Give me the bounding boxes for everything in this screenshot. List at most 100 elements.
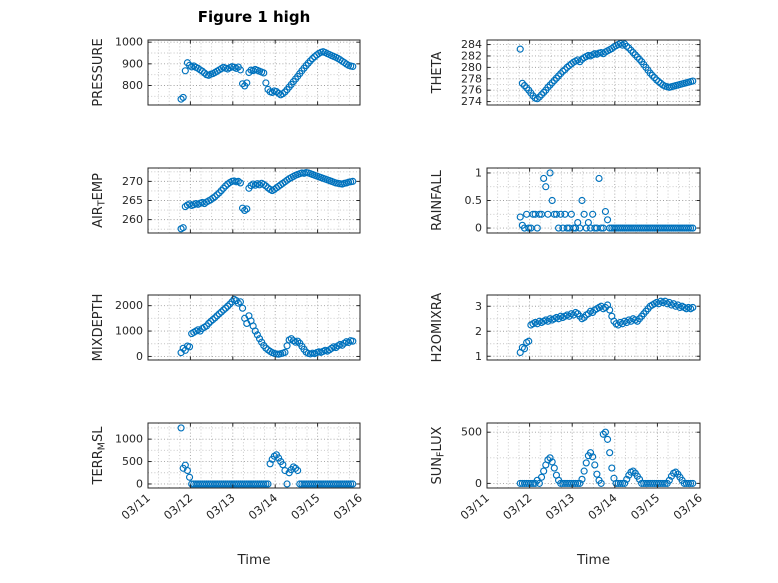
scatter-marker xyxy=(185,473,194,481)
data-points xyxy=(516,428,697,487)
scatter-marker xyxy=(535,479,543,487)
scatter-marker xyxy=(603,435,612,443)
tick-marks xyxy=(147,295,361,360)
y-tick-label: 265 xyxy=(122,194,143,207)
tick-marks xyxy=(486,295,701,360)
axes-box xyxy=(147,39,361,106)
scatter-marker xyxy=(308,55,317,63)
scatter-marker xyxy=(275,454,283,462)
scatter-marker xyxy=(238,204,247,212)
grid-lines xyxy=(487,40,700,105)
data-points xyxy=(516,169,697,232)
scatter-marker xyxy=(279,90,287,98)
scatter-marker xyxy=(222,304,230,312)
axes-box xyxy=(147,422,361,489)
scatter-marker xyxy=(576,479,584,487)
subplot-pressure: 800 900 1000 PRESSURE xyxy=(91,36,361,107)
subplot-sun_flux: 0 500 03/11 03/12 03/13 03/14 03/15 03/16 SUNFLU… xyxy=(430,422,705,523)
scatter-marker xyxy=(198,67,206,75)
y-tick-label: 260 xyxy=(122,213,143,226)
scatter-marker xyxy=(207,317,215,325)
scatter-marker xyxy=(580,467,588,475)
scatter-marker xyxy=(629,467,637,475)
x-axis-title-right: Time xyxy=(576,552,611,568)
scatter-marker xyxy=(219,306,228,314)
scatter-marker xyxy=(291,464,300,472)
y-axis-label: MIXDEPTH xyxy=(91,294,106,362)
scatter-marker xyxy=(689,303,697,312)
y-tick-label: 2 xyxy=(475,325,482,338)
scatter-marker xyxy=(520,345,529,353)
scatter-marker xyxy=(687,224,695,232)
grid-lines xyxy=(487,168,700,233)
scatter-marker xyxy=(578,196,586,205)
tick-marks xyxy=(486,40,701,105)
scatter-marker xyxy=(580,210,588,218)
scatter-marker xyxy=(621,40,629,48)
scatter-marker xyxy=(689,224,697,232)
tick-marks xyxy=(147,40,361,105)
scatter-marker xyxy=(672,468,680,476)
scatter-marker xyxy=(535,210,543,218)
scatter-marker xyxy=(262,182,270,190)
tick-marks xyxy=(486,168,701,233)
data-points xyxy=(177,424,357,488)
scatter-marker xyxy=(260,69,268,77)
scatter-marker xyxy=(582,459,590,467)
grid-lines xyxy=(148,423,360,488)
figure-title: Figure 1 high xyxy=(197,8,311,26)
axes-box xyxy=(486,294,701,361)
scatter-marker xyxy=(255,335,264,343)
scatter-marker xyxy=(554,72,563,80)
scatter-marker xyxy=(211,193,219,201)
axes-box xyxy=(147,294,361,361)
x-axis-title-left: Time xyxy=(237,552,271,568)
y-tick-label: 270 xyxy=(122,175,143,188)
scatter-marker xyxy=(578,475,586,483)
scatter-marker xyxy=(525,224,533,232)
scatter-marker xyxy=(648,71,656,79)
y-axis-label: PRESSURE xyxy=(91,38,106,106)
scatter-marker xyxy=(537,473,546,481)
data-points xyxy=(516,39,697,103)
scatter-marker xyxy=(262,79,270,87)
scatter-marker xyxy=(623,475,631,483)
scatter-marker xyxy=(665,476,673,484)
scatter-marker xyxy=(533,224,541,232)
y-tick-label: 0 xyxy=(136,350,143,363)
scatter-marker xyxy=(597,224,605,232)
scatter-marker xyxy=(540,88,548,97)
x-tick-label: 03/16 xyxy=(331,491,365,523)
scatter-marker xyxy=(552,210,561,218)
scatter-marker xyxy=(548,196,556,205)
scatter-marker xyxy=(518,79,526,87)
scatter-marker xyxy=(527,479,535,487)
scatter-marker xyxy=(251,327,259,335)
x-tick-label: 03/11 xyxy=(458,491,492,523)
scatter-marker xyxy=(215,310,223,318)
y-tick-label: 3 xyxy=(475,300,482,313)
y-tick-label: 800 xyxy=(122,79,143,92)
scatter-marker xyxy=(213,191,221,199)
x-tick-label: 03/15 xyxy=(288,491,322,523)
scatter-marker xyxy=(533,95,541,103)
y-tick-label: 1 xyxy=(475,350,482,363)
scatter-marker xyxy=(591,461,599,469)
scatter-marker xyxy=(586,449,595,457)
scatter-marker xyxy=(177,95,185,103)
y-tick-label: 1 xyxy=(475,166,482,179)
scatter-marker xyxy=(567,210,575,218)
scatter-marker xyxy=(516,45,524,53)
scatter-marker xyxy=(557,70,565,78)
scatter-marker xyxy=(601,207,610,216)
scatter-marker xyxy=(633,53,641,61)
y-axis-label: THETA xyxy=(430,52,445,95)
scatter-marker xyxy=(659,479,667,487)
subplot-h2omixra: 1 2 3 H2OMIXRA xyxy=(430,293,701,363)
scatter-marker xyxy=(224,302,232,310)
scatter-marker xyxy=(179,93,187,101)
scatter-marker xyxy=(264,480,272,488)
x-tick-label: 03/13 xyxy=(203,491,237,523)
scatter-marker xyxy=(236,179,245,187)
